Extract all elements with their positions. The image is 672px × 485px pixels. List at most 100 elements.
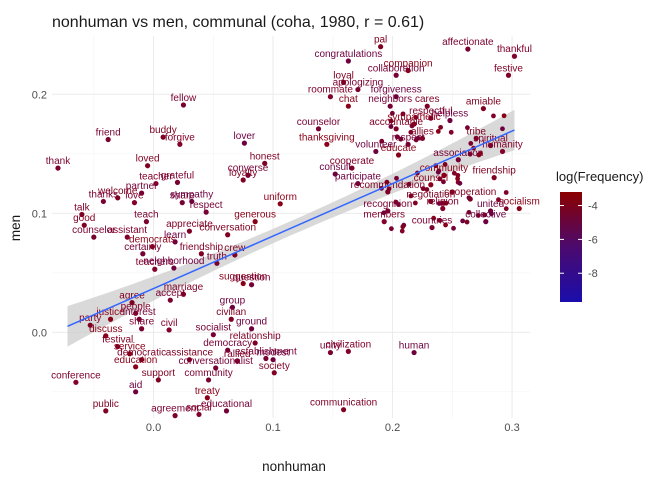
point-label: accountable (369, 117, 423, 128)
data-point (475, 213, 481, 218)
point-label: cooperate (330, 156, 375, 167)
point-label: collective (465, 210, 507, 221)
data-point (438, 124, 444, 130)
data-point (271, 370, 277, 376)
point-label: teach (134, 210, 158, 221)
data-point (457, 180, 463, 186)
data-point (327, 94, 334, 100)
data-point (503, 190, 509, 195)
data-point (465, 125, 470, 131)
point-label: pal (374, 35, 387, 46)
data-point (431, 215, 437, 221)
point-label: grateful (161, 170, 194, 181)
data-point (186, 357, 193, 363)
point-label: volunteer (355, 139, 397, 150)
point-label: question (233, 273, 271, 284)
data-point (473, 135, 479, 141)
point-label: marriage (164, 282, 204, 293)
data-point (240, 177, 246, 183)
point-label: treaty (195, 386, 220, 397)
point-label: civil (161, 318, 178, 329)
legend: log(Frequency) -4 -6 -8 (556, 169, 643, 302)
data-point (378, 44, 384, 50)
data-point (435, 169, 441, 175)
point-label: assistance (166, 348, 214, 359)
point-label: thankful (497, 44, 532, 55)
data-point (172, 239, 178, 245)
point-label: amiable (466, 97, 501, 108)
point-label: thanks (89, 189, 118, 200)
data-point (139, 326, 145, 332)
point-label: conversation (199, 223, 256, 234)
data-point (384, 179, 390, 185)
data-point (405, 141, 411, 147)
data-point (455, 172, 461, 178)
point-label: collaboration (368, 63, 425, 74)
point-label: generous (234, 210, 276, 221)
data-point (198, 251, 204, 257)
data-point (440, 200, 445, 206)
data-point (223, 408, 230, 414)
data-point (428, 182, 434, 188)
data-point (205, 377, 212, 383)
point-label: certainly (124, 242, 161, 253)
data-point (55, 165, 61, 171)
data-point (133, 389, 139, 395)
data-point (386, 186, 392, 192)
data-point (107, 316, 114, 322)
data-point (139, 357, 145, 363)
data-point (419, 135, 426, 141)
chart-title: nonhuman vs men, communal (coha, 1980, r… (52, 14, 424, 31)
data-point (400, 111, 406, 117)
data-point (115, 195, 121, 201)
data-point (435, 128, 441, 134)
data-point (145, 163, 151, 169)
data-point (424, 187, 430, 192)
legend-colorbar (560, 192, 582, 302)
point-label: unity (320, 341, 341, 352)
data-point (388, 118, 394, 124)
data-point (466, 209, 472, 215)
data-point (491, 175, 497, 181)
data-point (511, 53, 518, 59)
point-label: socialism (499, 197, 540, 208)
point-label: helpless (432, 108, 469, 119)
point-label: spiritual (473, 133, 507, 144)
data-point (395, 152, 402, 158)
point-label: partner (126, 181, 158, 192)
data-point (103, 408, 109, 414)
point-label: agree (119, 291, 145, 302)
point-label: conversationalist (178, 356, 253, 367)
data-point (447, 117, 453, 124)
point-label: forgive (165, 132, 195, 143)
data-points (55, 44, 522, 419)
data-point (262, 160, 268, 166)
point-label: humanity (482, 139, 523, 150)
point-label: cares (415, 94, 439, 105)
point-label: neighborhood (143, 256, 204, 267)
point-label: thanksgiving (299, 132, 355, 143)
data-point (487, 142, 494, 149)
point-label: cooperation (444, 187, 496, 198)
point-label: rallied (224, 349, 251, 360)
data-point (394, 175, 399, 181)
point-label: crew (224, 243, 246, 254)
data-point (428, 115, 434, 121)
point-label: relationship (230, 331, 282, 342)
data-point (451, 225, 456, 231)
point-label: share (129, 317, 154, 328)
x-tick-label: 0.3 (504, 422, 519, 434)
point-label: members (363, 210, 405, 221)
axis-ticks: 0.0 0.1 0.2 0.3 0.0 0.1 0.2 (32, 89, 520, 434)
point-label: love (125, 191, 144, 202)
data-point (468, 141, 474, 146)
point-label: lover (234, 131, 256, 142)
point-label: buddy (150, 125, 177, 136)
point-label: democrats (129, 235, 176, 246)
data-point (177, 141, 183, 147)
data-point (441, 179, 446, 185)
data-point (345, 58, 351, 64)
data-point (408, 129, 414, 135)
x-tick-label: 0.2 (385, 422, 400, 434)
